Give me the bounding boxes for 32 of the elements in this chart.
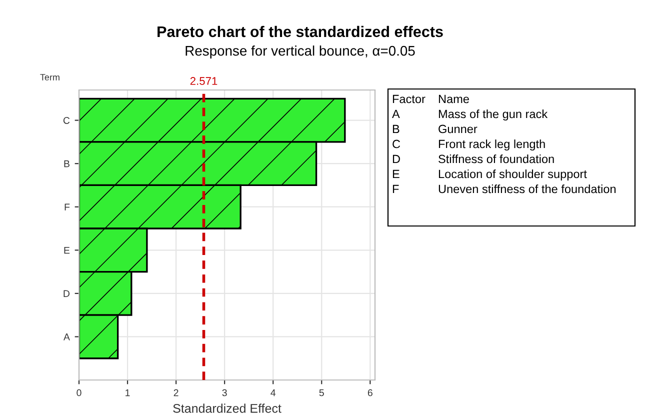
text: Stiffness of foundation — [438, 154, 554, 164]
x-tick-label: 2 — [174, 389, 178, 396]
y-tick-label: A — [64, 334, 70, 340]
x-axis-title: Standardized Effect — [173, 404, 282, 413]
y-tick-label: D — [64, 290, 70, 297]
x-tick-label: 6 — [368, 389, 372, 396]
text: Front rack leg length — [438, 140, 545, 151]
ref-line-label: 2.571 — [190, 77, 218, 85]
text: Uneven stiffness of the foundation — [438, 184, 616, 194]
y-axis-title: Term — [40, 74, 60, 80]
x-tick-label: 5 — [319, 389, 324, 396]
text: Gunner — [438, 124, 478, 134]
y-tick-label: C — [63, 117, 70, 124]
x-tick-label: 3 — [222, 389, 227, 396]
y-tick-label: E — [64, 246, 70, 254]
text: Mass of the gun rack — [438, 110, 548, 120]
text: C — [392, 140, 400, 148]
x-tick-label: 4 — [270, 389, 276, 396]
text: Name — [438, 94, 469, 104]
chart-title: Pareto chart of the standardized effects — [158, 26, 443, 38]
text: D — [392, 154, 400, 164]
y-tick-label: F — [64, 204, 70, 210]
text: E — [392, 170, 400, 178]
chart-subtitle: Response for vertical bounce, α=0.05 — [186, 46, 415, 58]
text: A — [392, 110, 400, 118]
x-tick-label: 1 — [126, 389, 130, 396]
x-tick-label: 0 — [76, 389, 82, 396]
text: B — [392, 124, 400, 134]
text: Factor — [392, 94, 426, 104]
text: Location of shoulder support — [438, 169, 587, 180]
text: F — [392, 184, 399, 194]
y-tick-label: B — [64, 160, 70, 168]
